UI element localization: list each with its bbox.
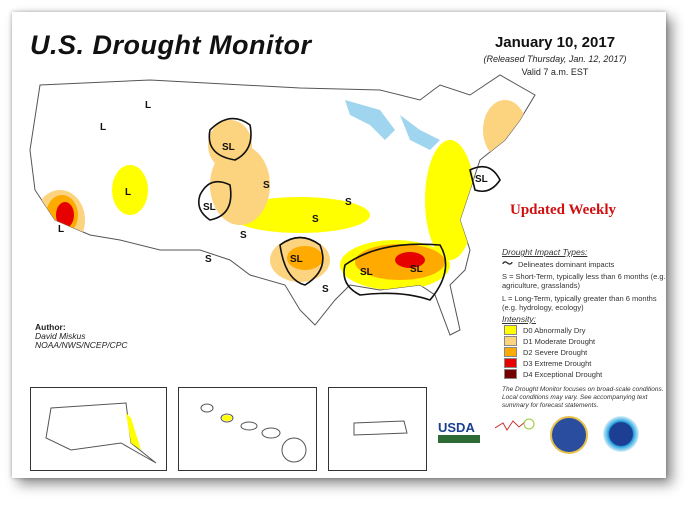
author-block: Author: David Miskus NOAA/NWS/NCEP/CPC [35,323,128,350]
d3-label: D3 Extreme Drought [523,358,592,368]
long-term-text: L = Long-Term, typically greater than 6 … [502,294,657,312]
label-long-term: L [100,122,106,133]
label-short-long: SL [475,174,488,185]
author-name: David Miskus [35,331,86,341]
d0-swatch [504,325,517,335]
label-short-long: SL [222,142,235,153]
label-short-long: SL [410,264,423,275]
updated-weekly-banner: Updated Weekly [510,202,616,218]
label-short-term: S [312,214,319,225]
d2-swatch [504,347,517,357]
noaa-logo [603,416,639,452]
label-short-long: SL [203,202,216,213]
label-short-term: S [205,254,212,265]
label-long-term: L [58,224,64,235]
d4-label: D4 Exceptional Drought [523,369,603,379]
great-lakes [345,100,440,150]
author-label: Author: [35,322,66,332]
d1-swatch [504,336,517,346]
legend: Drought Impact Types: 〜 Delineates domina… [502,248,672,410]
label-short-long: SL [290,254,303,265]
release-date: (Released Thursday, Jan. 12, 2017) [483,54,627,64]
label-long-term: L [125,187,131,198]
label-short-term: S [345,197,352,208]
d0-label: D0 Abnormally Dry [523,325,586,335]
usda-logo: USDA [438,420,480,443]
drought-areas [35,100,527,290]
commerce-logo [550,416,588,454]
valid-time: Valid 7 a.m. EST [521,67,589,77]
ndmc-logo [494,418,535,450]
short-term-text: S = Short-Term, typically less than 6 mo… [502,272,666,290]
d1-label: D1 Moderate Drought [523,336,596,346]
map-title: U.S. Drought Monitor [30,30,312,60]
hawaii-inset [178,387,317,471]
disclaimer-note: The Drought Monitor focuses on broad-sca… [502,386,664,409]
label-short-term: S [322,284,329,295]
label-short-term: S [240,230,247,241]
impact-boundaries [197,117,501,301]
label-long-term: L [145,100,151,111]
puerto-rico-inset [328,387,427,471]
label-short-term: S [263,180,270,191]
map-date: January 10, 2017 [494,34,616,51]
d4-swatch [504,369,517,379]
intensity-title: Intensity: [502,314,537,324]
d2-label: D2 Severe Drought [523,347,588,357]
label-short-long: SL [360,267,373,278]
delineates-text: Delineates dominant impacts [518,260,615,269]
alaska-inset [30,387,167,471]
impact-types-title: Drought Impact Types: [502,247,588,257]
author-org: NOAA/NWS/NCEP/CPC [35,340,128,350]
boundary-line-icon: 〜 [502,258,513,270]
d3-swatch [504,358,517,368]
